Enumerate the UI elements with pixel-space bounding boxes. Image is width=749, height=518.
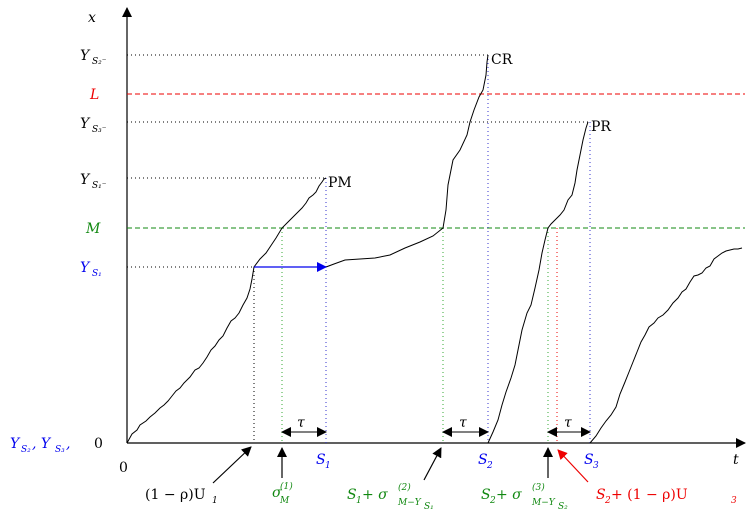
- annotation-s2-plus-rho-u3: S 2 + (1 − ρ)U 3: [596, 487, 737, 506]
- svg-text:Y: Y: [80, 260, 91, 276]
- svg-text:3: 3: [731, 496, 737, 506]
- svg-text:2: 2: [486, 461, 493, 471]
- degradation-path-3: [589, 247, 743, 444]
- degradation-path-1b: [325, 54, 489, 268]
- svg-text:+ (1 − ρ)U: + (1 − ρ)U: [611, 487, 688, 503]
- svg-text:S: S: [478, 452, 488, 468]
- label-s1: S 1: [316, 452, 331, 471]
- svg-text:S: S: [596, 487, 606, 503]
- label-L: L: [89, 87, 99, 103]
- svg-text:M: M: [279, 496, 290, 506]
- label-y-s1: Y S₁: [80, 260, 102, 279]
- svg-text:S₁: S₁: [92, 269, 102, 279]
- svg-text:S₃: S₃: [55, 445, 65, 455]
- svg-text:(1 − ρ)U: (1 − ρ)U: [145, 487, 206, 503]
- pointer-rho-u1: [212, 446, 252, 484]
- svg-text:1: 1: [212, 496, 218, 506]
- pointer-s2-plus-rho-u3: [557, 449, 589, 483]
- svg-text:(1): (1): [280, 481, 293, 492]
- svg-text:S: S: [481, 487, 491, 503]
- label-s3: S 3: [584, 452, 599, 471]
- svg-text:M−Y: M−Y: [397, 498, 422, 508]
- svg-text:(2): (2): [398, 482, 411, 493]
- tau-label-3: τ: [564, 415, 572, 431]
- svg-text:1: 1: [356, 496, 362, 506]
- origin-label: 0: [119, 460, 128, 476]
- svg-text:2: 2: [604, 496, 611, 506]
- label-M: M: [85, 221, 101, 237]
- label-y-s3-minus: Y S₃⁻: [80, 116, 107, 135]
- y-axis-label: x: [88, 10, 96, 26]
- annotation-sigma-m1: σ (1) M: [272, 481, 293, 506]
- svg-text:1: 1: [325, 461, 331, 471]
- svg-text:S₂: S₂: [558, 502, 568, 512]
- svg-text:S₁⁻: S₁⁻: [92, 181, 107, 191]
- svg-text:M−Y: M−Y: [531, 498, 556, 508]
- svg-text:S: S: [316, 452, 326, 468]
- svg-text:+ σ: + σ: [362, 487, 388, 503]
- svg-text:3: 3: [593, 461, 599, 471]
- pointer-s1-plus-sigma: [423, 447, 442, 481]
- svg-text:2: 2: [489, 496, 496, 506]
- label-y-s1-minus: Y S₁⁻: [80, 172, 107, 191]
- svg-text:Y: Y: [10, 436, 21, 452]
- label-y-s2-y-s3: Y S₂ , Y S₃ ,: [10, 436, 70, 455]
- svg-text:Y: Y: [80, 116, 91, 132]
- svg-text:Y: Y: [80, 172, 91, 188]
- svg-text:, Y: , Y: [32, 436, 52, 452]
- label-cr: CR: [491, 52, 513, 68]
- annotation-rho-u1: (1 − ρ)U 1: [145, 487, 218, 506]
- svg-text:(3): (3): [532, 482, 545, 493]
- svg-text:S: S: [347, 487, 357, 503]
- y-zero-label: 0: [94, 436, 103, 452]
- svg-text:σ: σ: [272, 485, 282, 501]
- svg-text:,: ,: [66, 436, 70, 452]
- svg-text:S₁: S₁: [424, 502, 434, 512]
- svg-text:S₃⁻: S₃⁻: [92, 125, 107, 135]
- svg-text:Y: Y: [80, 48, 91, 64]
- svg-text:+ σ: + σ: [496, 487, 522, 503]
- svg-text:S₂: S₂: [21, 445, 31, 455]
- x-axis-label: t: [733, 452, 739, 468]
- tau-label-2: τ: [459, 415, 467, 431]
- degradation-path-1: [126, 177, 327, 444]
- degradation-path-2: [487, 121, 589, 444]
- tau-label-1: τ: [297, 415, 305, 431]
- label-pr: PR: [591, 119, 611, 135]
- svg-text:S₂⁻: S₂⁻: [92, 57, 107, 67]
- label-pm: PM: [328, 175, 352, 191]
- annotation-s2-plus-sigma: S 2 + σ (3) M−Y S₂: [481, 482, 568, 512]
- label-y-s2-minus: Y S₂⁻: [80, 48, 107, 67]
- annotation-s1-plus-sigma: S 1 + σ (2) M−Y S₁: [347, 482, 434, 512]
- svg-text:S: S: [584, 452, 594, 468]
- label-s2: S 2: [478, 452, 493, 471]
